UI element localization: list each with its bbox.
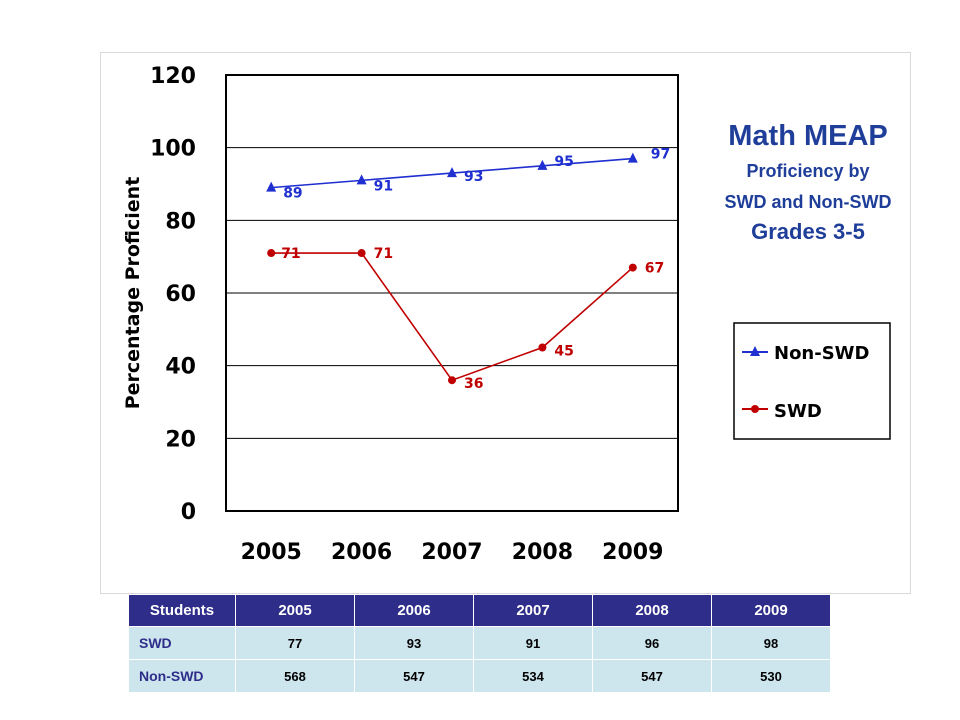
data-point-non-swd — [356, 174, 367, 185]
table-cell: 534 — [473, 659, 593, 693]
table-header-row: Students 2005 2006 2007 2008 2009 — [128, 594, 831, 627]
data-point-swd — [267, 249, 276, 258]
table-header-cell: Students — [128, 594, 236, 627]
legend-non-swd-marker — [750, 346, 760, 356]
table-cell: 547 — [592, 659, 712, 693]
table-cell: 530 — [711, 659, 831, 693]
data-label: 95 — [554, 154, 573, 170]
data-point-swd — [628, 263, 637, 272]
data-label: 93 — [464, 169, 483, 185]
series-layer: 89 91 93 95 97 71 71 36 45 67 — [266, 147, 670, 392]
table-row-swd: SWD 77 93 91 96 98 — [128, 626, 831, 660]
chart-title: Math MEAP — [728, 120, 888, 152]
data-label: 91 — [374, 178, 393, 194]
data-label: 45 — [554, 344, 573, 360]
y-tick-label: 0 — [181, 500, 196, 525]
grid-lines — [226, 147, 678, 439]
data-label: 97 — [651, 147, 670, 163]
y-tick-label: 120 — [150, 64, 196, 89]
x-tick-label: 2007 — [421, 540, 482, 565]
data-label: 36 — [464, 376, 483, 392]
data-point-swd — [538, 343, 547, 352]
x-tick-label: 2009 — [602, 540, 663, 565]
y-axis-ticks: 0 20 40 60 80 100 120 — [150, 64, 196, 525]
data-point-swd — [357, 249, 366, 258]
table-header-cell: 2005 — [235, 594, 355, 627]
legend-swd-label: SWD — [774, 401, 822, 422]
data-point-non-swd — [537, 159, 548, 170]
y-tick-label: 40 — [165, 355, 196, 380]
data-point-non-swd — [447, 167, 457, 178]
x-tick-label: 2008 — [512, 540, 573, 565]
data-point-non-swd — [266, 181, 277, 192]
y-axis-label: Percentage Proficient — [122, 177, 144, 410]
students-table: Students 2005 2006 2007 2008 2009 SWD 77… — [128, 594, 831, 693]
table-header-cell: 2007 — [473, 594, 593, 627]
table-cell: 93 — [354, 626, 474, 660]
table-cell: 98 — [711, 626, 831, 660]
x-tick-label: 2005 — [241, 540, 302, 565]
x-axis-ticks: 2005 2006 2007 2008 2009 — [241, 540, 664, 565]
table-header-cell: 2006 — [354, 594, 474, 627]
chart-subtitle-line-3: Grades 3-5 — [751, 219, 865, 244]
data-point-non-swd — [627, 152, 638, 163]
legend-non-swd-label: Non-SWD — [774, 343, 869, 364]
table-cell: 77 — [235, 626, 355, 660]
data-label: 67 — [645, 261, 664, 277]
legend: Non-SWD SWD — [733, 322, 891, 440]
y-tick-label: 60 — [165, 282, 196, 307]
data-label: 89 — [283, 186, 302, 202]
chart-frame: 0 20 40 60 80 100 120 2005 2006 2007 2008 2009 Per… — [100, 52, 911, 594]
table-cell: 547 — [354, 659, 474, 693]
legend-box — [733, 322, 891, 440]
table-header-cell: 2008 — [592, 594, 712, 627]
x-tick-label: 2006 — [331, 540, 392, 565]
table-row-label: SWD — [128, 626, 236, 660]
table-header-cell: 2009 — [711, 594, 831, 627]
math-meap-line-chart: 0 20 40 60 80 100 120 2005 2006 2007 2008 2009 Per… — [122, 64, 892, 565]
y-tick-label: 100 — [150, 137, 196, 162]
data-label: 71 — [281, 246, 300, 262]
y-tick-label: 80 — [165, 209, 196, 234]
table-row-label: Non-SWD — [128, 659, 236, 693]
data-point-swd — [448, 376, 456, 385]
chart-subtitle-line-2: SWD and Non-SWD — [725, 192, 892, 212]
data-label: 71 — [374, 246, 393, 262]
table-cell: 91 — [473, 626, 593, 660]
table-cell: 568 — [235, 659, 355, 693]
table-row-non-swd: Non-SWD 568 547 534 547 530 — [128, 659, 831, 693]
legend-swd-marker — [751, 405, 759, 413]
table-cell: 96 — [592, 626, 712, 660]
chart-subtitle-line-1: Proficiency by — [746, 161, 869, 181]
y-tick-label: 20 — [165, 427, 196, 452]
